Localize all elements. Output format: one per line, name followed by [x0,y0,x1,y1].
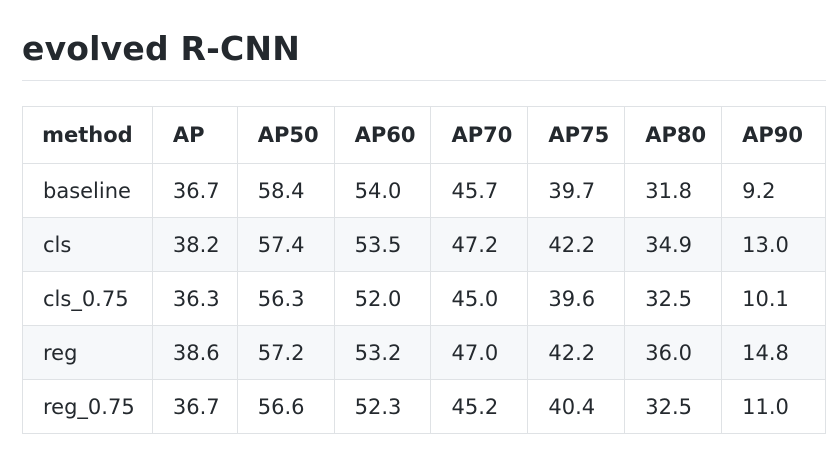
cell-ap50: 58.4 [236,163,335,218]
column-header-method: method [22,106,153,164]
cell-ap80: 31.8 [624,163,723,218]
column-header-ap80: AP80 [624,106,723,164]
cell-ap80: 36.0 [624,325,723,380]
cell-ap75: 40.4 [527,379,626,434]
cell-ap75: 42.2 [527,217,626,272]
cell-ap80: 32.5 [624,379,723,434]
cell-ap70: 45.0 [430,271,529,326]
cell-ap50: 56.6 [236,379,335,434]
cell-ap: 38.2 [151,217,238,272]
cell-ap70: 45.7 [430,163,529,218]
column-header-ap60: AP60 [333,106,432,164]
cell-ap75: 39.7 [527,163,626,218]
cell-method: cls [22,217,153,272]
cell-ap50: 57.2 [236,325,335,380]
cell-ap80: 32.5 [624,271,723,326]
cell-ap60: 52.0 [333,271,432,326]
cell-ap70: 47.0 [430,325,529,380]
cell-ap75: 39.6 [527,271,626,326]
table-row: cls 38.2 57.4 53.5 47.2 42.2 34.9 13.0 [22,217,826,272]
cell-ap90: 14.8 [721,325,826,380]
table-row: reg_0.75 36.7 56.6 52.3 45.2 40.4 32.5 1… [22,379,826,434]
cell-ap60: 53.2 [333,325,432,380]
cell-ap90: 10.1 [721,271,826,326]
heading-divider [22,80,826,81]
column-header-ap: AP [151,106,238,164]
cell-ap70: 45.2 [430,379,529,434]
cell-ap: 38.6 [151,325,238,380]
table-row: reg 38.6 57.2 53.2 47.0 42.2 36.0 14.8 [22,325,826,380]
cell-ap: 36.3 [151,271,238,326]
cell-ap90: 9.2 [721,163,826,218]
section-heading: evolved R-CNN [22,29,301,68]
cell-ap50: 57.4 [236,217,335,272]
cell-ap90: 13.0 [721,217,826,272]
cell-ap70: 47.2 [430,217,529,272]
cell-ap50: 56.3 [236,271,335,326]
cell-ap60: 54.0 [333,163,432,218]
cell-method: reg_0.75 [22,379,153,434]
table-row: baseline 36.7 58.4 54.0 45.7 39.7 31.8 9… [22,163,826,218]
column-header-ap75: AP75 [527,106,626,164]
column-header-ap50: AP50 [236,106,335,164]
cell-method: baseline [22,163,153,218]
table-row: cls_0.75 36.3 56.3 52.0 45.0 39.6 32.5 1… [22,271,826,326]
cell-method: reg [22,325,153,380]
table-header-row: method AP AP50 AP60 AP70 AP75 AP80 AP90 [22,106,826,164]
cell-ap: 36.7 [151,379,238,434]
cell-ap80: 34.9 [624,217,723,272]
results-table: method AP AP50 AP60 AP70 AP75 AP80 AP90 … [22,106,826,434]
column-header-ap90: AP90 [721,106,826,164]
cell-method: cls_0.75 [22,271,153,326]
cell-ap60: 53.5 [333,217,432,272]
cell-ap60: 52.3 [333,379,432,434]
cell-ap: 36.7 [151,163,238,218]
cell-ap75: 42.2 [527,325,626,380]
column-header-ap70: AP70 [430,106,529,164]
cell-ap90: 11.0 [721,379,826,434]
